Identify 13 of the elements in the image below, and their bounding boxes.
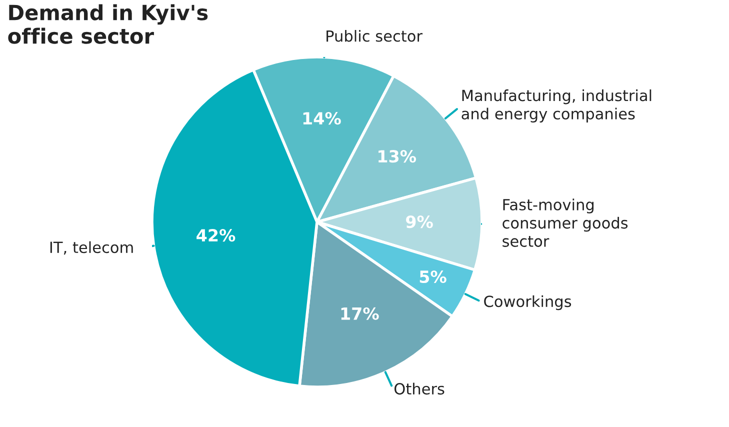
slice-label: Coworkings: [484, 295, 572, 310]
data-label: 13%: [378, 150, 416, 163]
slice-label: Manufacturing, industrial and energy companies: [462, 89, 652, 122]
data-label: 42%: [196, 228, 236, 242]
data-label: 17%: [341, 307, 379, 320]
slice-label: Public sector: [326, 30, 423, 42]
data-label: 5%: [420, 270, 446, 284]
slice-label: Others: [394, 382, 444, 395]
data-label: 14%: [303, 112, 341, 125]
slice-label: Fast-moving consumer goods sector: [502, 198, 628, 247]
slice-label: IT, telecom: [50, 241, 133, 255]
chart-title: Demand in Kyiv's office sector: [8, 4, 208, 44]
data-label: 9%: [406, 215, 433, 228]
